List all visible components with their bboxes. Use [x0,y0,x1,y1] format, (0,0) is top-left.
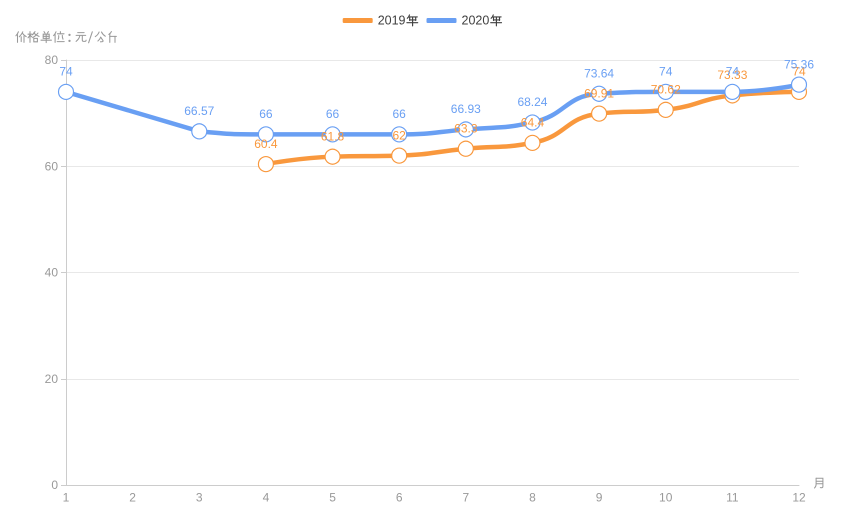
svg-text:80: 80 [45,53,59,67]
svg-text:11: 11 [726,491,739,505]
svg-text:70.62: 70.62 [651,83,681,97]
svg-text:40: 40 [45,266,59,280]
svg-text:8: 8 [529,491,536,505]
svg-text:1: 1 [63,491,70,505]
svg-text:2019: 2019 [378,14,406,28]
svg-text:2: 2 [129,491,136,505]
svg-text:74: 74 [659,65,673,79]
svg-text:68.24: 68.24 [517,95,547,109]
svg-text:6: 6 [396,491,403,505]
svg-text:62: 62 [393,128,407,142]
svg-text:2020: 2020 [462,14,490,28]
svg-text:66: 66 [393,107,407,121]
svg-text:61.8: 61.8 [321,129,345,143]
svg-text:74: 74 [726,65,740,79]
svg-text:0: 0 [51,478,58,492]
svg-text:10: 10 [659,491,673,505]
svg-text:73.33: 73.33 [717,68,747,82]
svg-text:7: 7 [462,491,469,505]
svg-text:69.91: 69.91 [584,86,614,100]
svg-text:12: 12 [792,491,806,505]
svg-text:66: 66 [259,107,273,121]
svg-text:66.93: 66.93 [451,102,481,116]
svg-text:74: 74 [792,65,806,79]
svg-text:4: 4 [263,491,270,505]
svg-text:60.4: 60.4 [254,137,278,151]
svg-text:66.57: 66.57 [184,104,214,118]
svg-text:75.36: 75.36 [784,57,814,71]
svg-text:9: 9 [596,491,603,505]
svg-text:66: 66 [326,107,340,121]
svg-text:73.64: 73.64 [584,66,614,80]
svg-text:20: 20 [45,372,59,386]
svg-text:64.4: 64.4 [521,116,545,130]
svg-text:3: 3 [196,491,203,505]
svg-text:74: 74 [59,65,73,79]
svg-text:5: 5 [329,491,336,505]
svg-text:63.3: 63.3 [454,121,478,135]
svg-text:60: 60 [45,159,59,173]
